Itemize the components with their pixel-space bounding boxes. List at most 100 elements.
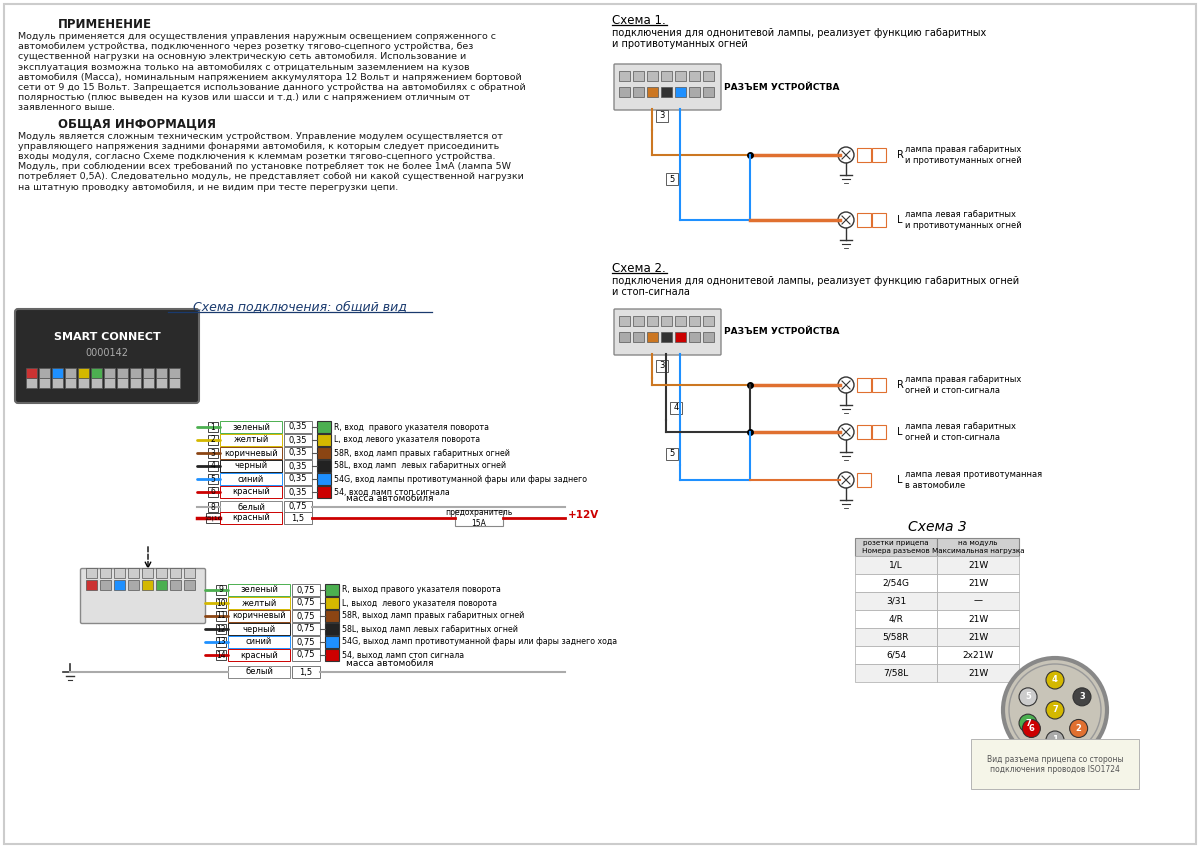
Text: 21W: 21W [968,633,988,641]
Text: сети от 9 до 15 Вольт. Запрещается использование данного устройства на автомобил: сети от 9 до 15 Вольт. Запрещается испол… [18,83,526,92]
Text: подключения для однонитевой лампы, реализует функцию габаритных огней: подключения для однонитевой лампы, реали… [612,276,1019,286]
Text: 12: 12 [216,624,226,633]
Text: Модуль применяется для осуществления управления наружным освещением сопряженного: Модуль применяется для осуществления упр… [18,32,496,41]
FancyBboxPatch shape [52,368,64,378]
Text: 14: 14 [216,650,226,660]
Text: РАЗЪЕМ УСТРОЙСТВА: РАЗЪЕМ УСТРОЙСТВА [724,327,840,337]
FancyBboxPatch shape [208,461,218,471]
Circle shape [1073,688,1091,706]
FancyBboxPatch shape [26,368,37,378]
Text: 5: 5 [670,449,674,459]
FancyBboxPatch shape [228,597,290,609]
Text: лампа правая габаритных
огней и стоп-сигнала: лампа правая габаритных огней и стоп-сиг… [905,376,1021,394]
FancyBboxPatch shape [937,538,1019,556]
FancyBboxPatch shape [208,487,218,497]
FancyBboxPatch shape [128,568,139,578]
FancyBboxPatch shape [284,501,312,513]
Text: 3: 3 [1079,692,1085,701]
Text: 58L, вход ламп  левых габаритных огней: 58L, вход ламп левых габаритных огней [334,461,506,471]
Text: 4: 4 [210,461,216,471]
FancyBboxPatch shape [208,422,218,432]
FancyBboxPatch shape [216,637,226,647]
Text: автомобилем устройства, подключенного через розетку тягово-сцепного устройства, : автомобилем устройства, подключенного че… [18,42,473,51]
Text: L, вход левого указателя поворота: L, вход левого указателя поворота [334,436,480,444]
FancyBboxPatch shape [937,628,1019,646]
Text: Максимальная нагрузка: Максимальная нагрузка [931,548,1025,554]
Text: 54, вход ламп стоп сигнала: 54, вход ламп стоп сигнала [334,488,450,496]
FancyBboxPatch shape [38,368,50,378]
Text: 0,35: 0,35 [289,488,307,496]
Text: 0,35: 0,35 [289,449,307,458]
FancyBboxPatch shape [674,332,686,342]
Text: 7: 7 [1025,718,1031,728]
FancyBboxPatch shape [937,574,1019,592]
Text: лампа левая габаритных
и противотуманных огней: лампа левая габаритных и противотуманных… [905,210,1021,230]
FancyBboxPatch shape [156,368,167,378]
FancyBboxPatch shape [216,650,226,660]
Text: черный: черный [242,624,276,633]
FancyBboxPatch shape [857,148,871,162]
Text: 0,75: 0,75 [289,503,307,511]
FancyBboxPatch shape [661,332,672,342]
Text: 5: 5 [210,475,216,483]
Text: L: L [898,427,902,437]
Text: РАЗЪЕМ УСТРОЙСТВА: РАЗЪЕМ УСТРОЙСТВА [724,82,840,92]
Text: желтый: желтый [233,436,269,444]
Text: 4/R: 4/R [888,615,904,623]
FancyBboxPatch shape [317,447,331,459]
Text: красный: красный [240,650,278,660]
FancyBboxPatch shape [65,378,76,388]
FancyBboxPatch shape [292,623,320,635]
FancyBboxPatch shape [614,309,721,355]
Text: предохранитель
15А: предохранитель 15А [445,508,512,527]
FancyBboxPatch shape [220,501,282,513]
FancyBboxPatch shape [228,636,290,648]
FancyBboxPatch shape [78,378,89,388]
FancyBboxPatch shape [284,486,312,498]
FancyBboxPatch shape [118,368,128,378]
FancyBboxPatch shape [292,584,320,596]
FancyBboxPatch shape [130,368,142,378]
FancyBboxPatch shape [208,502,218,512]
FancyBboxPatch shape [619,87,630,97]
FancyBboxPatch shape [661,316,672,326]
Text: и противотуманных огней: и противотуманных огней [612,39,748,49]
Text: 2: 2 [211,436,215,444]
FancyBboxPatch shape [689,332,700,342]
Text: L: L [898,215,902,225]
FancyBboxPatch shape [169,368,180,378]
FancyBboxPatch shape [872,148,886,162]
FancyBboxPatch shape [292,597,320,609]
FancyBboxPatch shape [325,597,340,609]
Text: Схема 3: Схема 3 [907,520,966,534]
Text: 21W: 21W [968,578,988,588]
Text: и стоп-сигнала: и стоп-сигнала [612,287,690,297]
Circle shape [1069,719,1087,738]
FancyBboxPatch shape [703,316,714,326]
Text: 1,5: 1,5 [300,667,312,677]
FancyBboxPatch shape [325,623,340,635]
FancyBboxPatch shape [86,580,97,590]
Text: лампа правая габаритных
и противотуманных огней: лампа правая габаритных и противотуманны… [905,145,1021,165]
Text: 1: 1 [1052,735,1058,745]
Text: 54G, выход ламп противотуманной фары или фары заднего хода: 54G, выход ламп противотуманной фары или… [342,638,617,646]
FancyBboxPatch shape [857,425,871,439]
FancyBboxPatch shape [91,368,102,378]
Text: розетки прицепа: розетки прицепа [863,540,929,546]
FancyBboxPatch shape [614,64,721,110]
Text: 1,5: 1,5 [292,514,305,522]
FancyBboxPatch shape [284,460,312,472]
Text: входы модуля, согласно Схеме подключения к клеммам розетки тягово-сцепного устро: входы модуля, согласно Схеме подключения… [18,152,496,161]
Text: на штатную проводку автомобиля, и не видим при тесте перегрузки цепи.: на штатную проводку автомобиля, и не вид… [18,182,398,192]
Text: 3: 3 [210,449,216,458]
FancyBboxPatch shape [317,473,331,485]
Circle shape [1019,688,1037,706]
FancyBboxPatch shape [634,71,644,81]
Text: 0,75: 0,75 [296,611,316,621]
FancyBboxPatch shape [156,568,167,578]
FancyBboxPatch shape [670,402,682,414]
FancyBboxPatch shape [216,624,226,634]
FancyBboxPatch shape [114,568,125,578]
FancyBboxPatch shape [169,378,180,388]
FancyBboxPatch shape [292,610,320,622]
